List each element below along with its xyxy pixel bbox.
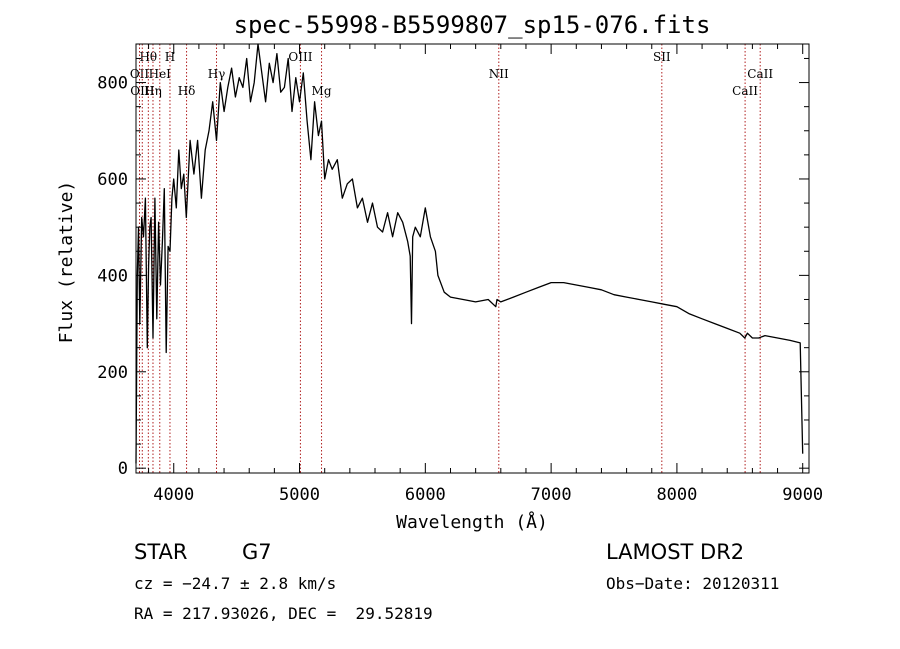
- marker-label: OII: [130, 67, 150, 81]
- y-axis-label: Flux (relative): [56, 181, 77, 344]
- marker-label: Hδ: [178, 84, 196, 98]
- x-tick-label: 9000: [782, 485, 823, 505]
- y-tick-label: 200: [97, 363, 128, 383]
- marker-label: H: [165, 50, 175, 64]
- y-tick-label: 800: [97, 74, 128, 94]
- x-tick-label: 8000: [656, 485, 697, 505]
- redshift-cz: cz = −24.7 ± 2.8 km/s: [134, 574, 337, 593]
- marker-label: NII: [489, 67, 509, 81]
- marker-label: Hη: [144, 84, 162, 98]
- y-axis: 0 200 400 600 800: [97, 57, 809, 479]
- x-tick-label: 7000: [531, 485, 572, 505]
- marker-label: Hγ: [208, 67, 226, 81]
- marker-label: HeI: [149, 67, 172, 81]
- survey-name: LAMOST DR2: [606, 540, 745, 564]
- x-tick-label: 5000: [279, 485, 320, 505]
- marker-label: CaII: [747, 67, 773, 81]
- coordinates: RA = 217.93026, DEC = 29.52819: [134, 604, 433, 623]
- marker-label: SII: [653, 50, 671, 64]
- chart-title: spec-55998-B5599807_sp15-076.fits: [234, 11, 711, 39]
- plot-frame: [135, 43, 810, 474]
- x-axis-label: Wavelength (Å): [396, 511, 548, 533]
- object-class: STAR: [134, 540, 188, 564]
- x-tick-label: 6000: [405, 485, 446, 505]
- marker-label: Mg: [312, 84, 332, 98]
- x-axis: 4000 5000 6000 7000 8000 9000: [148, 44, 823, 505]
- spectral-subclass: G7: [242, 540, 272, 564]
- observation-date: Obs−Date: 20120311: [606, 574, 780, 593]
- marker-label: OIII: [288, 50, 312, 64]
- x-tick-label: 4000: [153, 485, 194, 505]
- y-tick-label: 600: [97, 170, 128, 190]
- y-tick-label: 400: [97, 266, 128, 286]
- marker-label: CaII: [732, 84, 758, 98]
- y-tick-label: 0: [118, 459, 128, 479]
- marker-label: Hθ: [139, 50, 157, 64]
- spectrum-line: [135, 43, 804, 464]
